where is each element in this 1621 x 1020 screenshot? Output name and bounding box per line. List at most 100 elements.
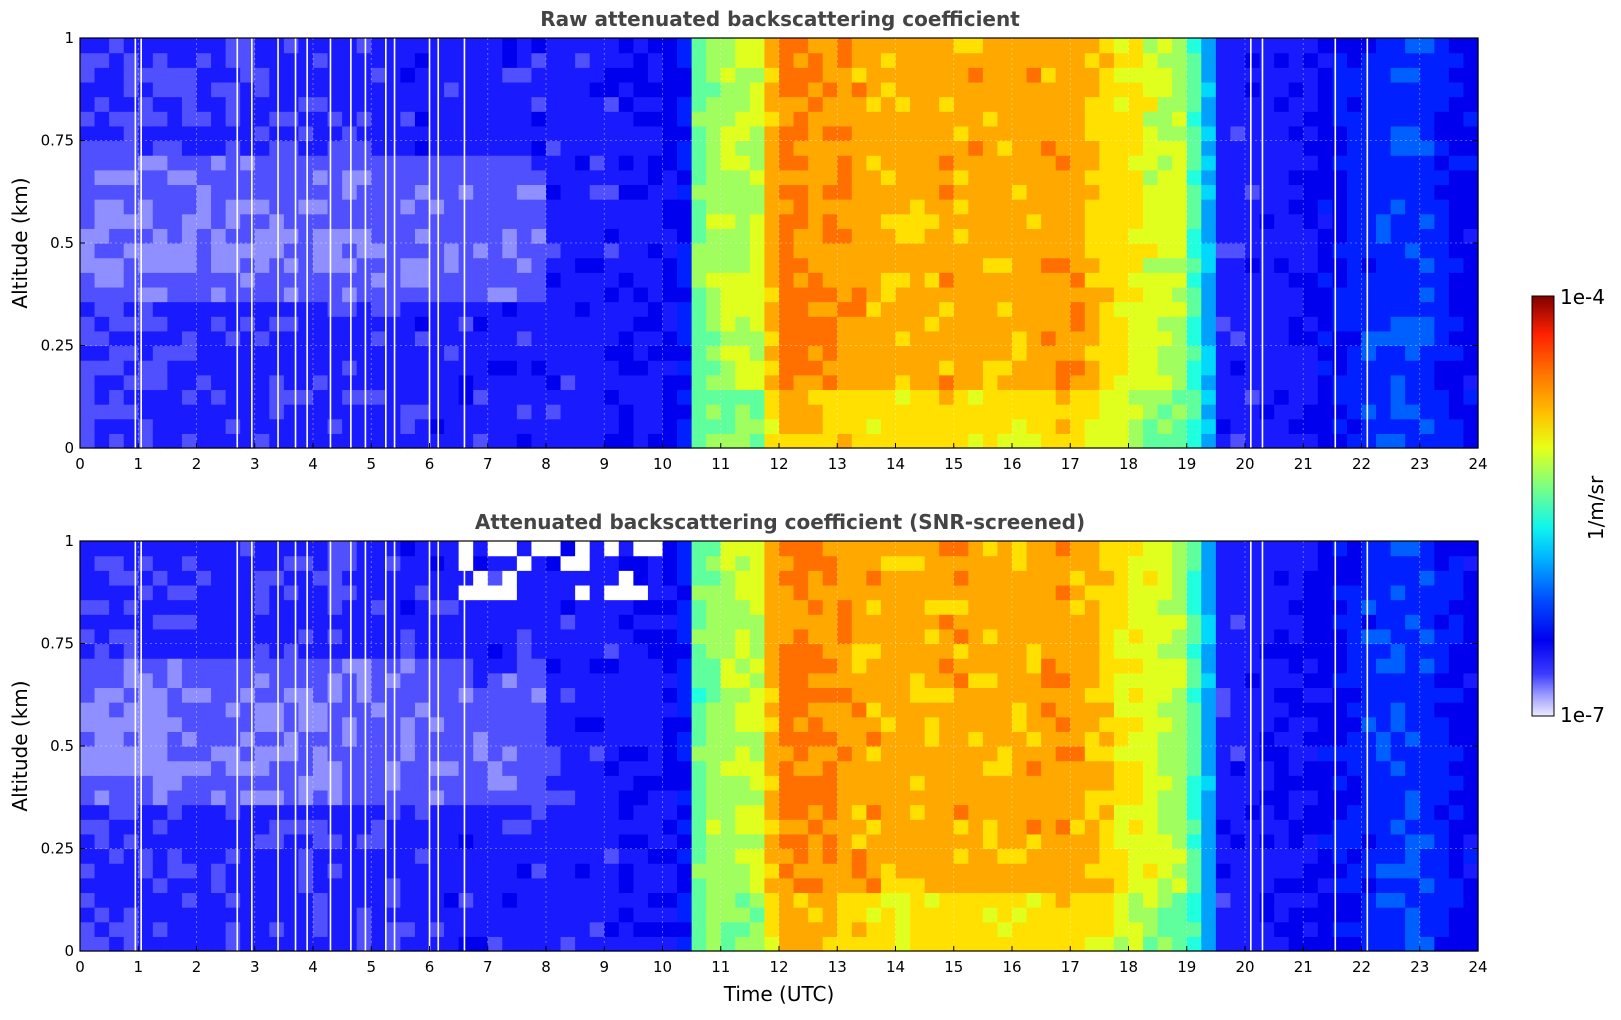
heatmap-cell bbox=[414, 96, 431, 112]
heatmap-cell bbox=[589, 316, 605, 332]
heatmap-cell bbox=[225, 81, 241, 98]
heatmap-cell bbox=[1390, 52, 1406, 68]
heatmap-cell bbox=[895, 301, 911, 317]
heatmap-cell bbox=[1434, 374, 1450, 391]
heatmap-cell bbox=[706, 272, 722, 288]
heatmap-cell bbox=[837, 921, 853, 937]
heatmap-cell bbox=[254, 213, 270, 229]
heatmap-cell bbox=[1128, 228, 1144, 244]
heatmap-cell bbox=[1259, 286, 1275, 303]
heatmap-cell bbox=[997, 184, 1013, 200]
heatmap-cell bbox=[240, 374, 256, 391]
heatmap-cell bbox=[575, 345, 591, 361]
heatmap-cell bbox=[502, 877, 518, 894]
heatmap-cell bbox=[1215, 433, 1232, 449]
heatmap-cell bbox=[196, 687, 212, 703]
heatmap-cell bbox=[269, 848, 285, 864]
heatmap-cell bbox=[1376, 52, 1392, 68]
heatmap-cell bbox=[138, 921, 154, 937]
heatmap-cell bbox=[1259, 257, 1275, 273]
heatmap-cell bbox=[924, 213, 940, 229]
heatmap-cell bbox=[1113, 702, 1130, 718]
heatmap-cell bbox=[575, 301, 591, 317]
heatmap-cell bbox=[1346, 38, 1363, 54]
heatmap-cell bbox=[546, 169, 562, 186]
heatmap-cell bbox=[895, 746, 911, 762]
heatmap-cell bbox=[880, 877, 897, 894]
heatmap-cell bbox=[1128, 921, 1144, 937]
heatmap-cell bbox=[662, 628, 678, 645]
heatmap-cell bbox=[953, 775, 969, 791]
heatmap-cell bbox=[779, 286, 795, 303]
heatmap-cell bbox=[997, 81, 1013, 98]
heatmap-cell bbox=[618, 301, 634, 317]
heatmap-cell bbox=[429, 330, 445, 347]
heatmap-cell bbox=[1405, 52, 1421, 68]
heatmap-cell bbox=[385, 921, 401, 937]
heatmap-cell bbox=[123, 184, 139, 200]
heatmap-cell bbox=[647, 584, 664, 601]
heatmap-cell bbox=[385, 38, 401, 54]
heatmap-cell bbox=[1084, 584, 1100, 601]
heatmap-cell bbox=[677, 243, 693, 259]
heatmap-cell bbox=[356, 243, 372, 259]
heatmap-cell bbox=[400, 286, 416, 303]
heatmap-cell bbox=[196, 731, 212, 747]
heatmap-cell bbox=[342, 316, 358, 332]
heatmap-cell bbox=[181, 81, 198, 98]
heatmap-cell bbox=[298, 316, 314, 332]
heatmap-cell bbox=[444, 570, 460, 586]
heatmap-cell bbox=[342, 614, 358, 630]
heatmap-cell bbox=[342, 760, 358, 776]
heatmap-cell bbox=[968, 272, 984, 288]
heatmap-cell bbox=[1128, 81, 1144, 98]
heatmap-cell bbox=[1084, 140, 1100, 156]
heatmap-cell bbox=[1026, 687, 1042, 703]
heatmap-cell bbox=[1128, 848, 1144, 864]
heatmap-cell bbox=[254, 833, 270, 850]
heatmap-cell bbox=[677, 433, 693, 449]
heatmap-cell bbox=[1070, 907, 1086, 923]
heatmap-cell bbox=[225, 687, 241, 703]
heatmap-cell bbox=[1405, 38, 1421, 54]
heatmap-cell bbox=[211, 374, 227, 391]
heatmap-cell bbox=[356, 877, 372, 894]
heatmap-cell bbox=[691, 541, 707, 557]
heatmap-cell bbox=[414, 199, 431, 215]
heatmap-cell bbox=[1186, 892, 1202, 908]
heatmap-cell bbox=[371, 330, 387, 347]
heatmap-cell bbox=[822, 789, 838, 806]
heatmap-cell bbox=[298, 67, 314, 83]
heatmap-cell bbox=[822, 155, 838, 171]
heatmap-cell bbox=[502, 672, 518, 689]
heatmap-cell bbox=[735, 570, 751, 586]
heatmap-cell bbox=[516, 330, 533, 347]
heatmap-cell bbox=[749, 702, 766, 718]
heatmap-cell bbox=[1099, 804, 1115, 820]
heatmap-cell bbox=[968, 257, 984, 273]
heatmap-cell bbox=[1419, 301, 1435, 317]
heatmap-cell bbox=[575, 140, 591, 156]
heatmap-cell bbox=[910, 374, 926, 391]
heatmap-cell bbox=[546, 555, 562, 571]
heatmap-cell bbox=[269, 52, 285, 68]
heatmap-cell bbox=[1463, 286, 1479, 303]
heatmap-cell bbox=[1172, 389, 1188, 405]
heatmap-cell bbox=[575, 374, 591, 391]
heatmap-cell bbox=[1288, 213, 1304, 229]
heatmap-cell bbox=[808, 643, 824, 659]
heatmap-cell bbox=[720, 877, 736, 894]
heatmap-cell bbox=[1172, 140, 1188, 156]
heatmap-cell bbox=[211, 833, 227, 850]
heatmap-cell bbox=[109, 672, 125, 689]
heatmap-cell bbox=[851, 584, 867, 601]
heatmap-cell bbox=[1172, 272, 1188, 288]
heatmap-cell bbox=[837, 286, 853, 303]
heatmap-cell bbox=[662, 301, 678, 317]
heatmap-cell bbox=[181, 877, 198, 894]
heatmap-cell bbox=[80, 418, 96, 434]
heatmap-cell bbox=[851, 184, 867, 200]
heatmap-cell bbox=[1026, 67, 1042, 83]
heatmap-cell bbox=[225, 877, 241, 894]
heatmap-cell bbox=[414, 243, 431, 259]
